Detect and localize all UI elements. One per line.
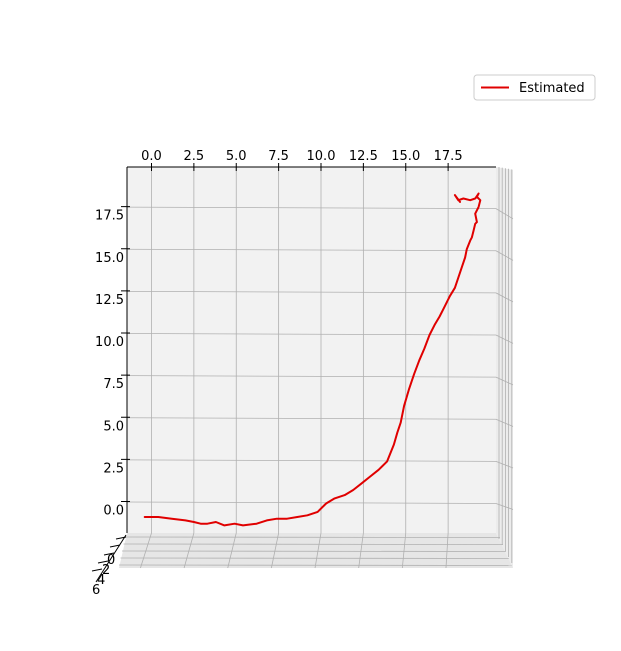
x-tick-label: 15.0 [391, 149, 420, 164]
y-gridline [126, 290, 497, 294]
y-gridline [126, 206, 497, 210]
y-tick-label: 7.5 [103, 377, 124, 392]
x-tick-label: 0.0 [141, 149, 162, 164]
legend-box [473, 74, 596, 101]
x-axis-ticks: 0.0 2.5 5.0 7.5 10.0 12.5 15.0 17.5 [141, 149, 463, 171]
floor-depth-gridline [120, 557, 510, 559]
legend-label-estimated: Estimated [519, 81, 585, 96]
y-gridline [126, 248, 497, 252]
floor-depth-gridline [124, 536, 501, 538]
x-tick-label: 17.5 [434, 149, 463, 164]
y-gridline [126, 375, 497, 378]
x-tick-label: 7.5 [268, 149, 289, 164]
y-gridline [126, 417, 497, 420]
y-tick-label: 15.0 [95, 251, 124, 266]
floor-gridline [358, 532, 364, 569]
horizontal-gridlines [126, 167, 514, 563]
floor-gridline [183, 532, 195, 569]
x-tick-label: 5.0 [226, 149, 247, 164]
floor-gridline [445, 532, 449, 569]
floor-gridline [401, 532, 407, 569]
y-tick-label: 5.0 [103, 419, 124, 434]
floor-depth-gridline [118, 564, 513, 566]
y-tick-label: 17.5 [95, 209, 124, 224]
x-tick-label: 2.5 [184, 149, 205, 164]
y-tick-label: 10.0 [95, 335, 124, 350]
y-gridline [126, 501, 497, 504]
plot-back-pane [127, 167, 496, 533]
legend: Estimated [473, 74, 596, 101]
z-tick-label: 4 [97, 573, 105, 588]
z-tick-mark [103, 552, 115, 556]
y-tick-label: 12.5 [95, 293, 124, 308]
floor-gridline [314, 532, 322, 569]
floor-depth-gridline [121, 550, 507, 552]
z-tick-label: 0 [107, 553, 115, 568]
y-gridline [126, 459, 497, 462]
y-tick-label: 2.5 [103, 461, 124, 476]
z-tick-mark [91, 568, 103, 572]
z-tick-label: 2 [102, 563, 110, 578]
y-gridline [126, 333, 497, 336]
floor-gridline [140, 532, 152, 569]
z-axis-spine [95, 534, 127, 583]
z-tick-mark [109, 544, 121, 548]
floor-gridlines [118, 532, 513, 569]
plot-right-pane [496, 167, 513, 568]
floor-depth-gridline [123, 543, 504, 545]
x-tick-label: 12.5 [349, 149, 378, 164]
estimated-trajectory-line [143, 192, 482, 527]
vertical-gridlines [151, 167, 449, 533]
floor-gridline [227, 532, 237, 569]
z-tick-label: 6 [92, 583, 100, 598]
floor-gridline [270, 532, 280, 569]
z-tick-mark [97, 560, 109, 564]
x-tick-label: 10.0 [307, 149, 336, 164]
plot-floor-pane [119, 533, 513, 568]
y-tick-label: 0.0 [103, 504, 124, 519]
y-axis-ticks: 0.0 2.5 5.0 7.5 10.0 12.5 15.0 17.5 [95, 206, 130, 519]
